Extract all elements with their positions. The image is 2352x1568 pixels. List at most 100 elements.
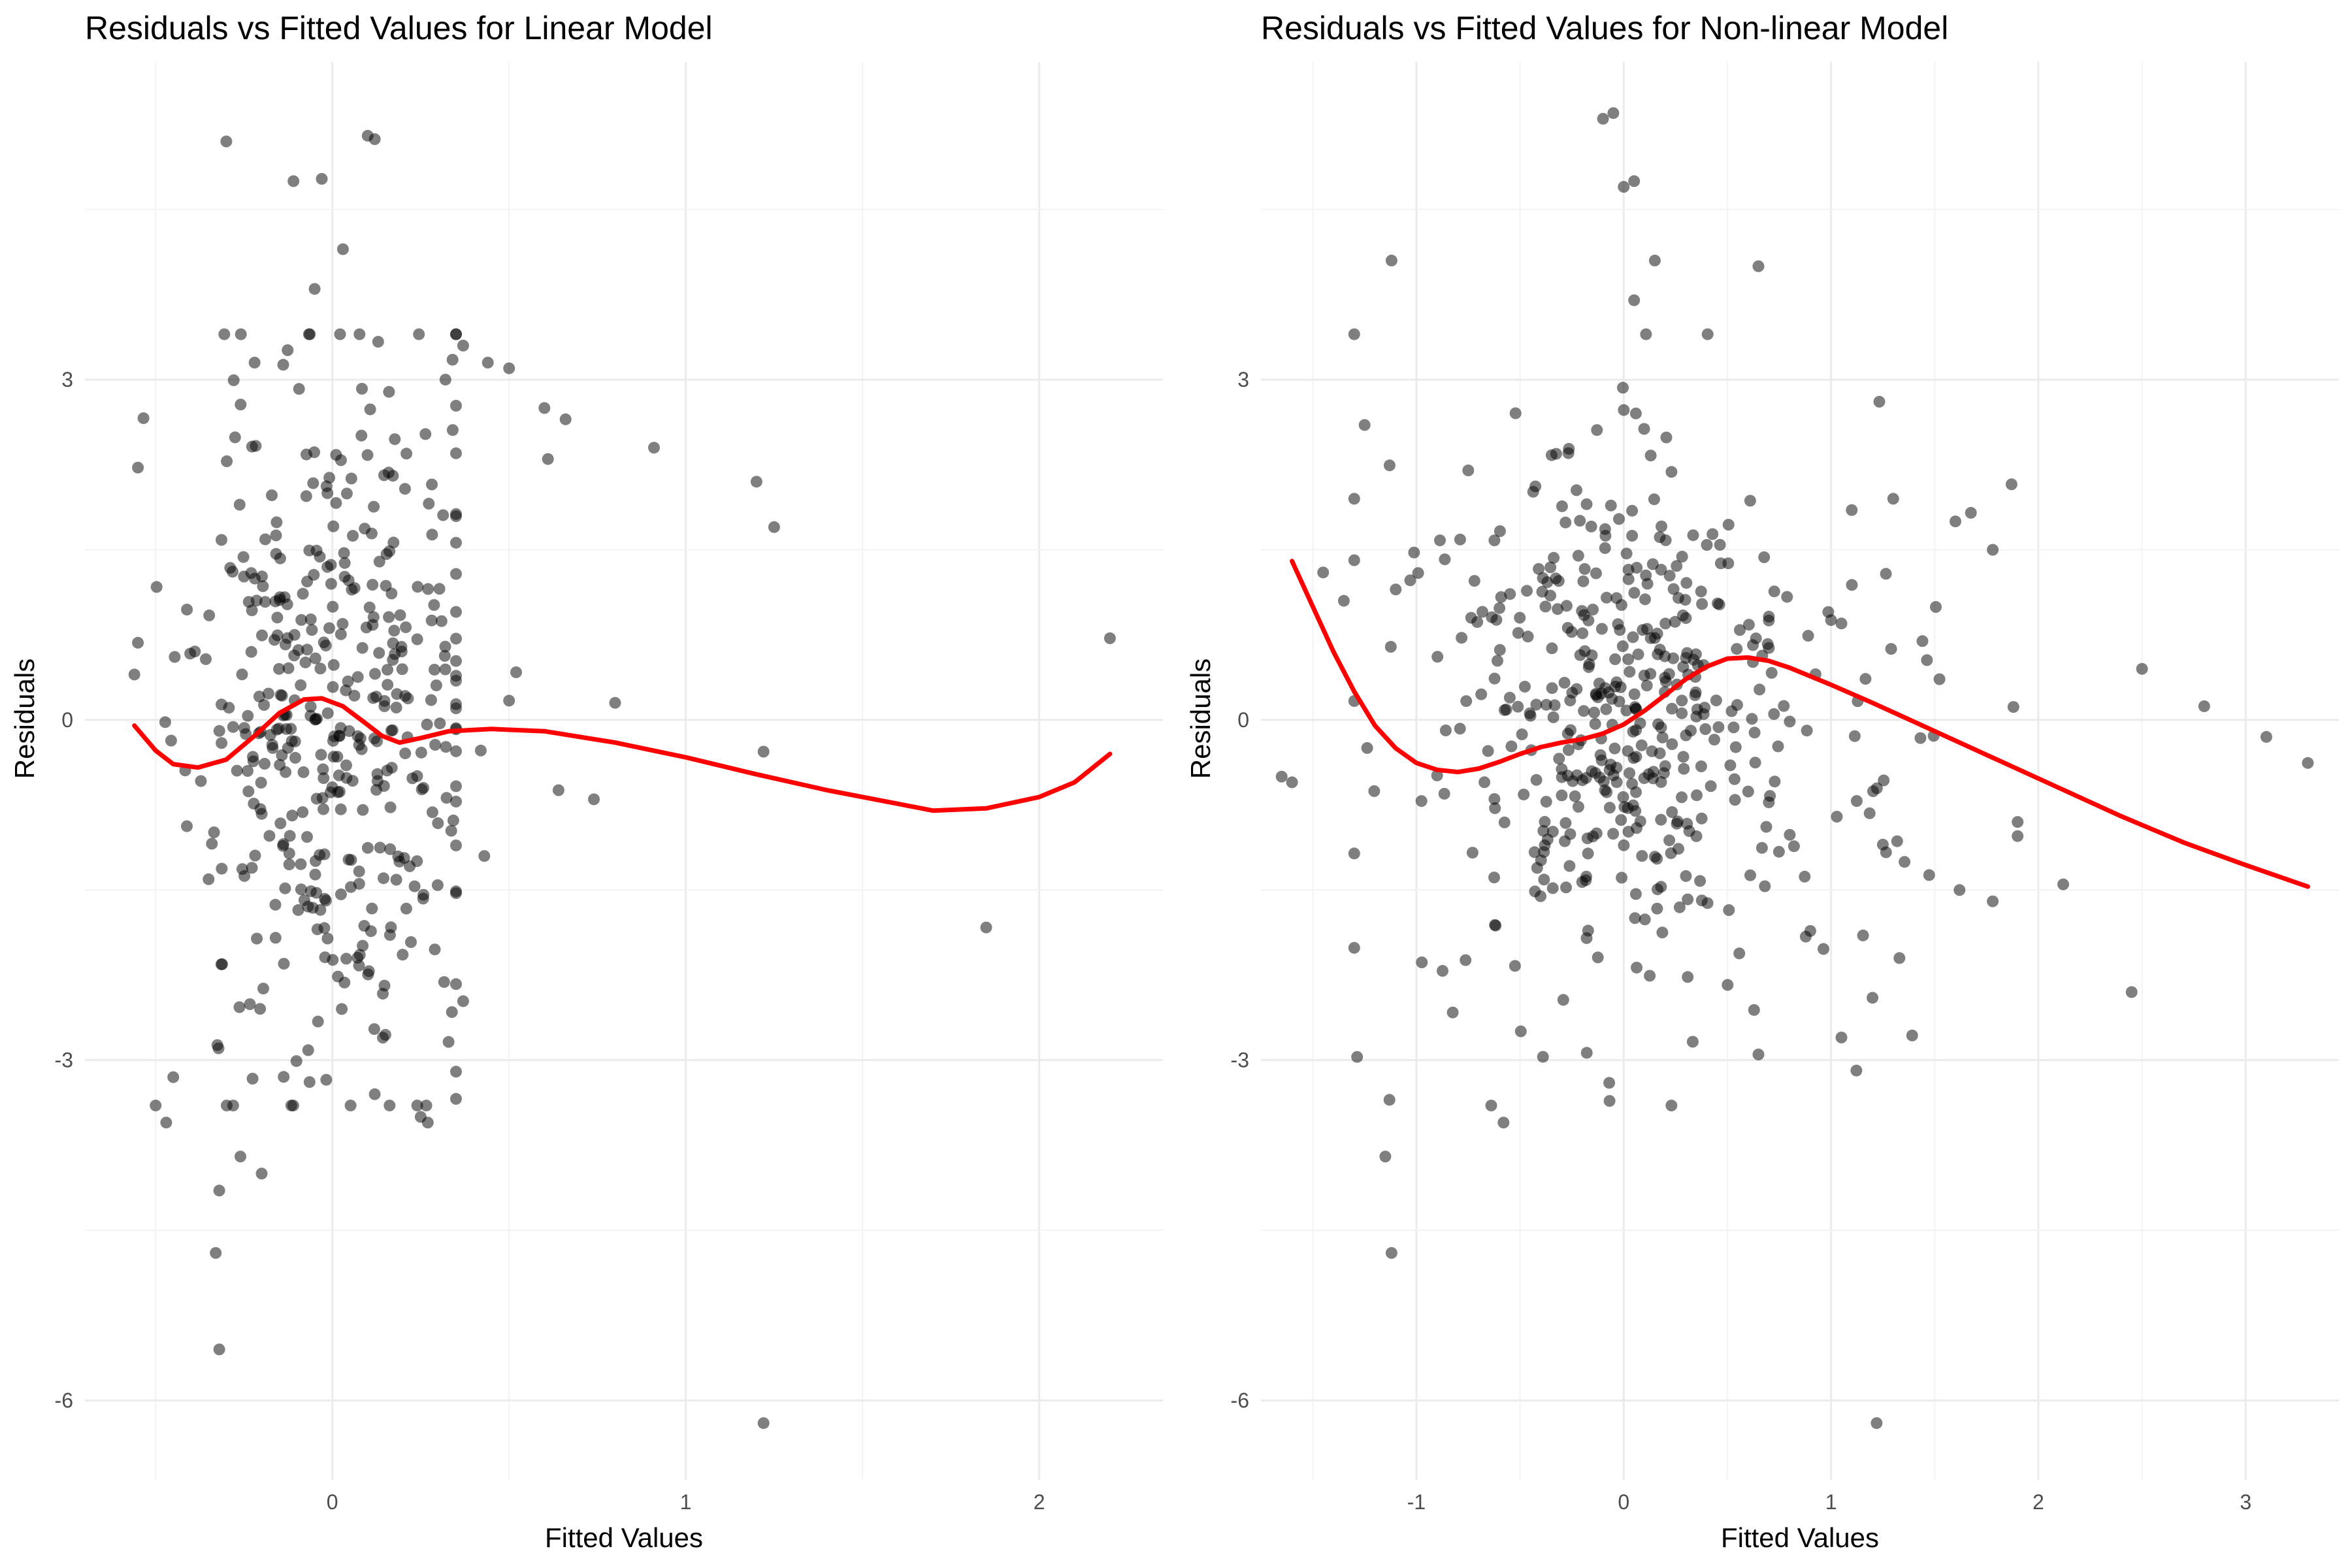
data-point: [2012, 830, 2024, 842]
data-point: [408, 880, 421, 892]
data-point: [249, 849, 261, 862]
data-point: [289, 735, 301, 747]
data-point: [648, 442, 660, 454]
data-point: [1595, 754, 1608, 766]
data-point: [363, 965, 375, 977]
data-point: [1379, 1151, 1392, 1163]
data-point: [233, 1001, 246, 1013]
data-point: [235, 399, 247, 411]
data-point: [390, 874, 402, 886]
data-point: [1850, 1064, 1863, 1077]
data-point: [1656, 520, 1667, 532]
data-point: [1950, 515, 1961, 528]
data-point: [1348, 493, 1360, 505]
x-tick-label: 1: [1825, 1490, 1837, 1514]
data-point: [446, 353, 459, 366]
data-point: [373, 647, 385, 659]
data-point: [1916, 635, 1929, 647]
data-point: [1337, 595, 1350, 607]
data-point: [269, 898, 282, 911]
data-point: [1412, 567, 1424, 580]
data-point: [345, 472, 357, 485]
data-point: [301, 831, 313, 843]
data-point: [266, 489, 278, 502]
data-point: [1729, 741, 1742, 753]
data-point: [1748, 727, 1761, 739]
data-point: [440, 741, 452, 753]
data-point: [450, 632, 462, 645]
data-point: [256, 629, 268, 642]
data-point: [259, 533, 271, 546]
data-point: [1680, 612, 1692, 624]
data-point: [1636, 850, 1648, 862]
data-point: [429, 943, 441, 956]
data-point: [309, 713, 321, 726]
data-point: [351, 671, 364, 683]
data-point: [1639, 913, 1651, 926]
data-point: [1560, 817, 1572, 829]
data-point: [1665, 466, 1678, 478]
data-point: [1509, 960, 1521, 972]
data-point: [323, 622, 335, 634]
data-point: [1648, 254, 1661, 267]
data-point: [229, 431, 241, 444]
data-point: [318, 772, 330, 784]
data-point: [1590, 689, 1602, 701]
data-point: [169, 651, 181, 663]
data-point: [1494, 525, 1506, 537]
data-point: [1617, 791, 1629, 803]
data-point: [1485, 1100, 1497, 1112]
data-point: [1577, 575, 1590, 587]
data-point: [400, 621, 412, 634]
data-point: [257, 983, 269, 995]
data-point: [503, 694, 515, 707]
data-point: [1678, 762, 1690, 775]
data-point: [1572, 800, 1584, 813]
grid: [1261, 62, 2339, 1480]
data-point: [1857, 929, 1869, 941]
data-point: [450, 400, 462, 412]
data-point: [447, 814, 459, 826]
data-point: [1848, 730, 1861, 742]
data-point: [307, 477, 319, 489]
data-point: [278, 591, 291, 604]
data-point: [413, 328, 425, 340]
data-point: [1769, 776, 1781, 788]
data-point: [1930, 601, 1942, 613]
data-point: [325, 578, 337, 590]
data-point: [340, 759, 352, 772]
data-point: [335, 803, 347, 815]
data-point: [428, 599, 440, 611]
data-point: [1667, 652, 1680, 664]
data-point: [297, 766, 310, 778]
data-point: [1488, 534, 1501, 547]
data-point: [1705, 780, 1717, 792]
data-point: [387, 470, 399, 482]
data-point: [446, 1006, 458, 1019]
data-point: [1559, 835, 1571, 847]
data-point: [353, 328, 366, 340]
y-tick-label: 3: [1237, 368, 1249, 391]
data-point: [1933, 673, 1946, 685]
data-point: [1385, 1247, 1397, 1259]
data-point: [334, 328, 346, 340]
data-point: [367, 619, 379, 631]
data-point: [167, 1071, 180, 1083]
data-point: [450, 780, 462, 792]
data-point: [2012, 816, 2024, 828]
data-point: [351, 730, 364, 742]
data-point: [1695, 812, 1708, 825]
data-point: [1644, 449, 1657, 462]
data-point: [314, 904, 327, 916]
data-point: [1358, 419, 1371, 431]
y-tick-labels: -6 -3 0 3: [1231, 368, 1249, 1412]
data-point: [1546, 882, 1559, 894]
data-point: [1676, 551, 1688, 563]
data-point: [1565, 724, 1576, 736]
data-point: [237, 551, 250, 563]
data-point: [1873, 395, 1886, 408]
data-point: [1361, 742, 1373, 754]
data-point: [1494, 644, 1506, 656]
data-point: [1638, 423, 1650, 435]
data-point: [1772, 845, 1785, 858]
